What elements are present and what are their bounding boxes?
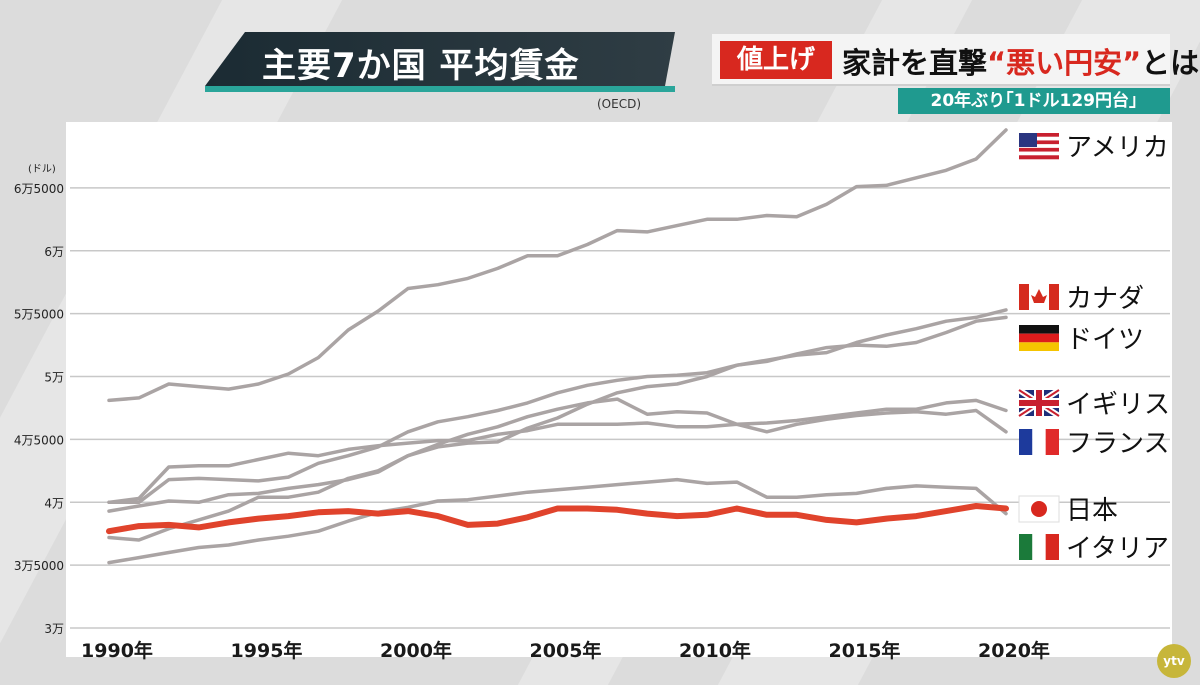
x-tick-label: 2005年 (530, 639, 602, 662)
y-axis-unit: (ドル) (28, 164, 56, 175)
series-line-jp (106, 503, 1009, 535)
legend-label: イギリス (1066, 390, 1170, 420)
x-tick-label: 2020年 (978, 639, 1050, 662)
y-axis-labels: 3万 3万5000 4万 4万5000 5万 5万5000 6万 6万5000 (ドル) (14, 164, 64, 636)
y-tick-label: 4万 (44, 496, 64, 510)
legend-label: フランス (1066, 429, 1169, 459)
legend-label: ドイツ (1066, 325, 1144, 355)
headline-prefix: 家計を直撃 (842, 46, 988, 80)
flag-gb-icon (1017, 387, 1061, 419)
news-subline: 20年ぶり｢1ドル129円台｣ (898, 88, 1170, 114)
series-line-us (107, 128, 1008, 403)
flag-us-icon (1019, 133, 1059, 160)
y-tick-label: 5万5000 (14, 308, 64, 322)
flag-de-icon (1019, 325, 1059, 351)
x-tick-label: 2015年 (829, 639, 901, 662)
x-tick-label: 1990年 (81, 639, 153, 662)
grid (70, 187, 1170, 629)
title-banner (205, 32, 675, 86)
series-line-ca (107, 308, 1008, 505)
x-tick-label: 1995年 (231, 639, 303, 662)
series-line-it (107, 477, 1008, 565)
flag-fr-icon (1019, 429, 1059, 455)
x-axis-labels: 1990年 1995年 2000年 2005年 2010年 2015年 2020年 (81, 639, 1050, 662)
y-tick-label: 6万5000 (14, 182, 64, 196)
headline-suffix: とは (1141, 46, 1200, 80)
x-tick-label: 2010年 (679, 639, 751, 662)
x-tick-label: 2000年 (380, 639, 452, 662)
y-tick-label: 5万 (44, 371, 64, 385)
series-line-de (107, 315, 1008, 513)
news-headline: 家計を直撃“悪い円安”とは (842, 40, 1199, 82)
legend-label: 日本 (1066, 496, 1118, 526)
y-tick-label: 3万5000 (14, 559, 64, 573)
legend-label: アメリカ (1066, 133, 1169, 163)
series-lines (106, 128, 1009, 565)
flag-jp-icon (1018, 495, 1060, 523)
y-tick-label: 6万 (44, 245, 64, 259)
chart-panel (66, 122, 1172, 657)
y-tick-label: 3万 (44, 622, 64, 636)
headline-quote: “悪い円安” (987, 46, 1142, 80)
source-label: (OECD) (597, 97, 642, 111)
series-line-fr (107, 408, 1008, 505)
chart-title: 主要7か国 平均賃金 (262, 46, 580, 86)
news-tag: 値上げ (720, 41, 832, 79)
y-tick-label: 4万5000 (14, 433, 64, 447)
flag-it-icon (1019, 534, 1059, 560)
title-underline (205, 86, 675, 92)
flag-ca-icon (1019, 284, 1059, 310)
series-line-gb (107, 397, 1008, 542)
legend-label: カナダ (1066, 284, 1144, 314)
legend-label: イタリア (1066, 534, 1169, 564)
channel-logo: ytv (1157, 644, 1191, 678)
